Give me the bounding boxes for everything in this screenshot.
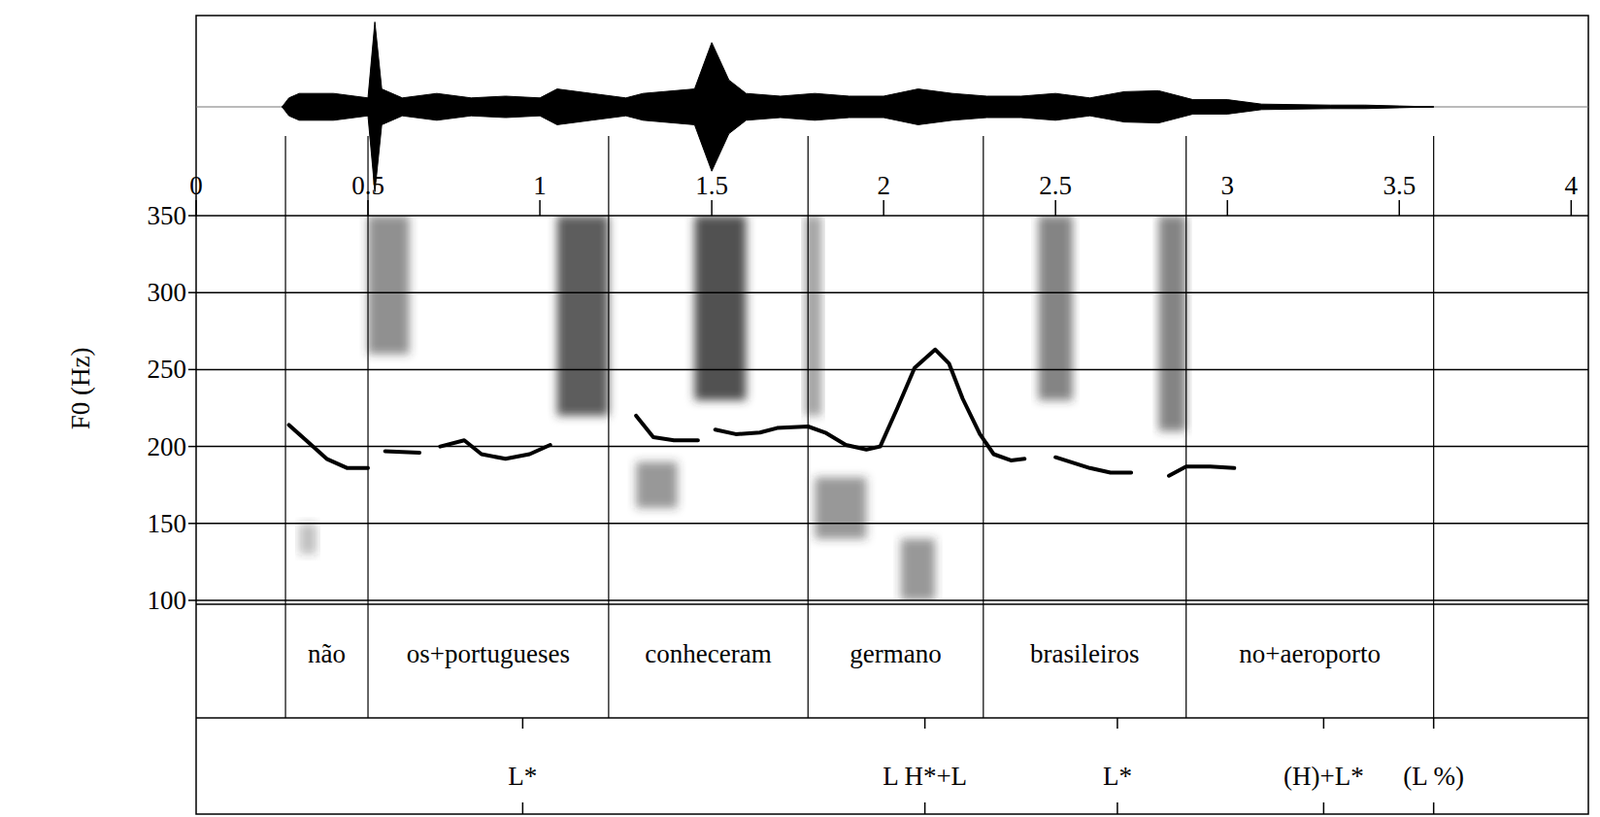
y-tick: [188, 445, 197, 448]
word-boundary: [1433, 135, 1434, 718]
x-tick: [710, 200, 713, 216]
tone-tick: [1433, 717, 1435, 729]
spectrogram-patch: [299, 523, 317, 555]
tone-tick: [1433, 801, 1435, 814]
x-tick: [1226, 200, 1229, 216]
y-axis-title: F0 (Hz): [66, 347, 96, 431]
grid-line: [196, 291, 1589, 294]
spectrogram-patch: [814, 476, 867, 538]
word-boundary: [607, 135, 609, 718]
grid-line: [196, 445, 1589, 448]
word-label: conheceram: [644, 638, 771, 668]
f0-contour: [289, 349, 1235, 476]
f0-group: [289, 349, 1235, 476]
y-tick-label: 200: [147, 432, 188, 462]
x-tick-label: 0: [189, 170, 203, 200]
word-label: os+portugueses: [406, 638, 570, 668]
tone-tick: [1116, 717, 1119, 729]
tone-label: L H*+L: [882, 761, 967, 791]
word-boundary: [1185, 135, 1187, 718]
tone-tick: [522, 717, 525, 729]
word-label: germano: [849, 638, 941, 668]
spectrogram-patch: [1037, 215, 1072, 400]
grid-line: [196, 522, 1589, 525]
y-tick: [188, 291, 197, 294]
x-tick-label: 1: [533, 170, 547, 200]
y-tick-label: 300: [147, 277, 188, 307]
x-tick: [1570, 200, 1573, 216]
word-boundary: [982, 135, 984, 718]
grid-line: [196, 599, 1589, 601]
word-boundary: [366, 135, 368, 718]
x-tick-label: 1.5: [695, 170, 729, 200]
frame: [196, 15, 1589, 814]
y-tick: [188, 214, 197, 217]
spectrogram-patch: [557, 215, 609, 416]
x-tick: [1399, 200, 1401, 216]
grid-line: [196, 214, 1589, 217]
x-tick: [1054, 200, 1057, 216]
y-tick-label: 150: [147, 508, 188, 538]
word-label: no+aeroporto: [1238, 638, 1381, 668]
tone-label: (H)+L*: [1283, 761, 1365, 791]
spectrogram-patch: [1158, 215, 1186, 432]
spectrogram-patch: [635, 461, 677, 508]
waveform-upper: [282, 22, 1434, 107]
tone-tick: [1116, 801, 1119, 814]
word-label: não: [307, 638, 346, 668]
tone-label: L*: [1102, 761, 1133, 791]
waveform-lower: [282, 106, 1434, 192]
x-tick: [195, 200, 198, 216]
y-tick: [188, 522, 197, 525]
x-tick-label: 2.5: [1038, 170, 1072, 200]
grid-line: [196, 368, 1589, 371]
y-tick: [188, 368, 197, 371]
figure: 100150200250300350F0 (Hz)00.511.522.533.…: [0, 0, 1600, 817]
y-tick: [188, 599, 197, 601]
x-tick: [538, 200, 541, 216]
tone-tick: [924, 717, 927, 729]
x-tick-label: 3.5: [1382, 170, 1416, 200]
tone-tick: [1323, 801, 1326, 814]
tone-label: (L %): [1402, 761, 1465, 791]
word-boundary: [284, 135, 286, 718]
y-tick-label: 100: [147, 585, 188, 615]
spectrogram: [299, 215, 1187, 600]
spectrogram-patch: [804, 215, 823, 416]
x-tick-label: 2: [876, 170, 891, 200]
tier-border: [196, 602, 1589, 605]
spectrogram-patch: [367, 215, 409, 355]
x-tick-label: 3: [1220, 170, 1234, 200]
tone-tick: [1323, 717, 1326, 729]
tone-label: L*: [507, 761, 537, 791]
y-tick-label: 350: [147, 200, 188, 231]
word-label: brasileiros: [1030, 638, 1139, 668]
y-tick-label: 250: [147, 354, 188, 384]
spectrogram-patch: [900, 538, 935, 600]
tier-border: [196, 716, 1589, 719]
x-tick-label: 4: [1565, 170, 1579, 200]
spectrogram-patch: [694, 215, 746, 400]
tone-tick: [924, 801, 927, 814]
x-tick: [882, 200, 885, 216]
tone-tick: [522, 801, 525, 814]
